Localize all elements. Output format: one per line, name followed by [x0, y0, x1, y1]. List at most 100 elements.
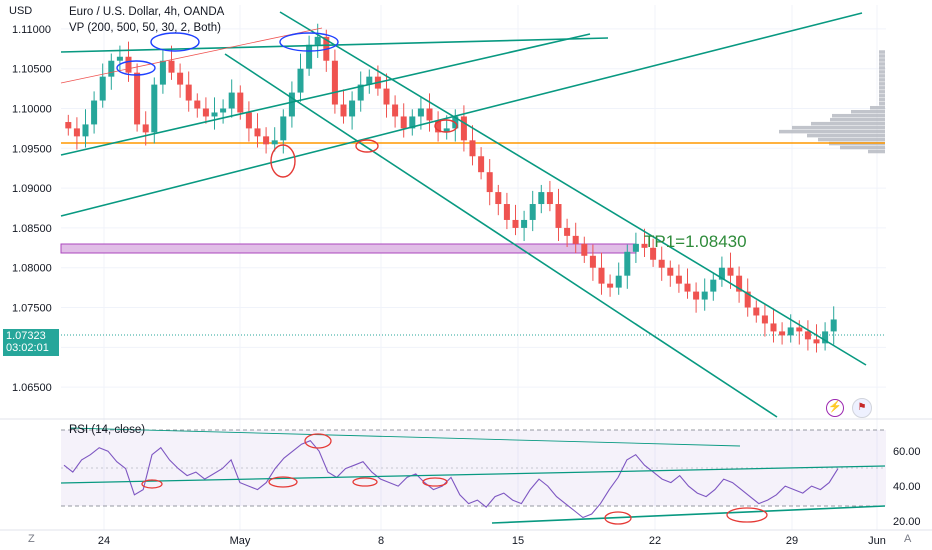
blue-top-circle-2: [150, 32, 200, 52]
time-axis[interactable]: 24 May 8 15 22 29 Jun: [98, 535, 886, 547]
candle-body: [469, 140, 476, 157]
candle-body: [73, 128, 80, 137]
candle-body: [202, 108, 209, 117]
rsi-bottom-trendline: [491, 505, 886, 524]
time-tick-label: 8: [378, 535, 384, 547]
price-tick-label: 1.06500: [12, 382, 52, 394]
candle-body: [710, 279, 717, 292]
lightning-icon[interactable]: ⚡: [826, 399, 844, 417]
candle-body: [177, 72, 184, 85]
chart-legend[interactable]: Euro / U.S. Dollar, 4h, OANDA VP (200, 5…: [69, 4, 224, 36]
volume-profile-bar: [832, 113, 885, 118]
candle-body: [159, 60, 166, 85]
rsi-band-fill: [61, 430, 886, 506]
trendlines: [60, 11, 867, 418]
zoom-toggle-button[interactable]: Z: [28, 533, 35, 545]
blue-top-circle-1: [116, 60, 156, 76]
candle-body: [521, 219, 528, 228]
candle-body: [409, 116, 416, 129]
volume-profile-bar: [811, 121, 885, 126]
candle-body: [718, 267, 725, 280]
candle-body: [675, 275, 682, 284]
rsi-circle-7: [726, 507, 768, 523]
rising-channel-high: [60, 12, 863, 217]
auto-scale-button[interactable]: A: [904, 533, 912, 545]
candle-body: [658, 259, 665, 268]
volume-profile-bar: [868, 149, 885, 154]
candle-body: [486, 172, 493, 193]
symbol-title[interactable]: Euro / U.S. Dollar, 4h, OANDA: [69, 6, 225, 18]
countdown-value: 03:02:01: [6, 342, 49, 354]
us-flag-icon[interactable]: ⚑: [852, 398, 872, 418]
rsi-circle-5: [422, 477, 448, 487]
candle-body: [417, 108, 424, 117]
volume-profile-bar: [879, 66, 885, 70]
annotation-marks: [116, 32, 458, 178]
candle-body: [460, 116, 467, 141]
price-tick-label: 1.09000: [12, 183, 52, 195]
candle-body: [134, 72, 141, 125]
candle-body: [426, 108, 433, 121]
candle-body: [503, 204, 510, 220]
candle-body: [435, 120, 442, 133]
currency-label: USD: [9, 5, 33, 17]
candle-body: [495, 192, 502, 205]
volume-profile-bar: [879, 78, 885, 82]
volume-profile-bar: [840, 145, 885, 150]
candle-body: [306, 44, 313, 69]
candle-body: [194, 100, 201, 109]
candle-body: [598, 267, 605, 284]
candle-body: [211, 112, 218, 117]
candle-body: [632, 243, 639, 252]
candle-body: [555, 204, 562, 228]
red-low-circle-2: [355, 139, 379, 153]
candle-body: [564, 227, 571, 236]
indicator-title[interactable]: VP (200, 500, 50, 30, 2, Both): [69, 22, 221, 34]
volume-profile-bar: [879, 50, 885, 54]
candle-body: [116, 56, 123, 61]
price-tick-label: 1.11000: [12, 24, 51, 36]
price-tick-label: 1.10000: [12, 103, 52, 115]
candle-body: [701, 291, 708, 300]
candle-body: [779, 331, 786, 336]
candlestick-series: [65, 23, 837, 353]
rsi-circle-4: [352, 477, 378, 487]
candle-body: [804, 331, 811, 340]
candle-body: [228, 92, 235, 109]
rsi-tick-label: 40.00: [893, 481, 921, 493]
volume-profile-bar: [870, 105, 885, 110]
rising-channel-low: [60, 33, 591, 156]
volume-profile-bar: [792, 125, 885, 130]
candle-body: [263, 136, 270, 145]
volume-profile-bar: [779, 129, 885, 134]
rsi-mid-trendline: [60, 465, 886, 484]
candle-body: [478, 156, 485, 173]
price-tick-label: 1.07500: [12, 303, 52, 315]
candle-body: [91, 100, 98, 125]
volume-profile-bar: [879, 102, 885, 106]
candle-body: [512, 219, 519, 228]
volume-profile-bar: [830, 117, 885, 122]
candle-body: [357, 84, 364, 101]
time-tick-label: 29: [786, 535, 798, 547]
candle-body: [237, 92, 244, 113]
candle-body: [744, 291, 751, 308]
rsi-title[interactable]: RSI (14, close): [69, 424, 146, 436]
rsi-axis[interactable]: 60.00 40.00 20.00: [893, 446, 921, 528]
candle-body: [736, 275, 743, 292]
rsi-tick-label: 60.00: [893, 446, 921, 458]
volume-profile-bar: [879, 74, 885, 78]
candle-body: [589, 255, 596, 268]
candle-body: [245, 112, 252, 129]
candle-body: [331, 60, 338, 105]
price-tick-label: 1.10500: [12, 64, 52, 76]
last-price-value: 1.07323: [6, 330, 46, 342]
rsi-annotation-marks: [141, 433, 768, 525]
rsi-circle-2: [268, 476, 298, 488]
falling-channel-top: [279, 11, 867, 366]
candle-body: [125, 56, 132, 73]
candle-body: [787, 327, 794, 336]
candle-body: [392, 104, 399, 117]
candle-body: [280, 116, 287, 141]
